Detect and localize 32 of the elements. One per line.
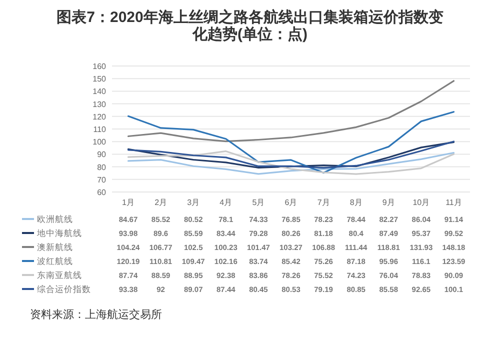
x-tick-label: 1月 [122, 198, 134, 207]
x-tick-label: 4月 [220, 198, 232, 207]
y-tick-label: 100 [92, 138, 107, 147]
line-series [127, 80, 455, 142]
y-tick-label: 70 [97, 175, 107, 184]
text: 资料来源：上海航运交易所 [30, 308, 162, 321]
x-tick-label: 7月 [317, 198, 330, 207]
x-tick-label: 5月 [252, 198, 265, 207]
line-series [127, 111, 455, 174]
x-tick-label: 3月 [187, 198, 200, 207]
chart-title: 图表7：2020年海上丝绸之路各航线出口集装箱运价指数变化趋势(单位：点) [56, 8, 444, 43]
y-tick-label: 160 [92, 62, 107, 71]
y-tick-label: 80 [97, 162, 107, 172]
y-tick-label: 110 [93, 125, 107, 134]
y-tick-label: 150 [92, 74, 107, 84]
x-tick-label: 2月 [154, 198, 168, 207]
x-tick-label: 8月 [350, 198, 362, 207]
x-tick-label: 11月 [446, 198, 462, 207]
legend-label: 综合运价指数 [37, 284, 91, 294]
legend-label: 东南亚航线 [37, 270, 82, 280]
legend-label: 欧洲航线 [37, 214, 73, 224]
legend-label: 波红航线 [37, 256, 73, 266]
legend-label: 澳新航线 [37, 242, 73, 252]
x-tick-label: 6月 [284, 198, 298, 207]
y-tick-label: 120 [92, 112, 107, 122]
y-tick-label: 60 [97, 188, 107, 197]
y-tick-label: 140 [92, 87, 107, 96]
legend-label: 地中海航线 [36, 228, 82, 238]
x-tick-label: 10月 [412, 198, 430, 207]
y-tick-label: 90 [97, 150, 107, 160]
y-tick-label: 130 [92, 100, 107, 109]
x-tick-label: 9月 [382, 198, 395, 207]
